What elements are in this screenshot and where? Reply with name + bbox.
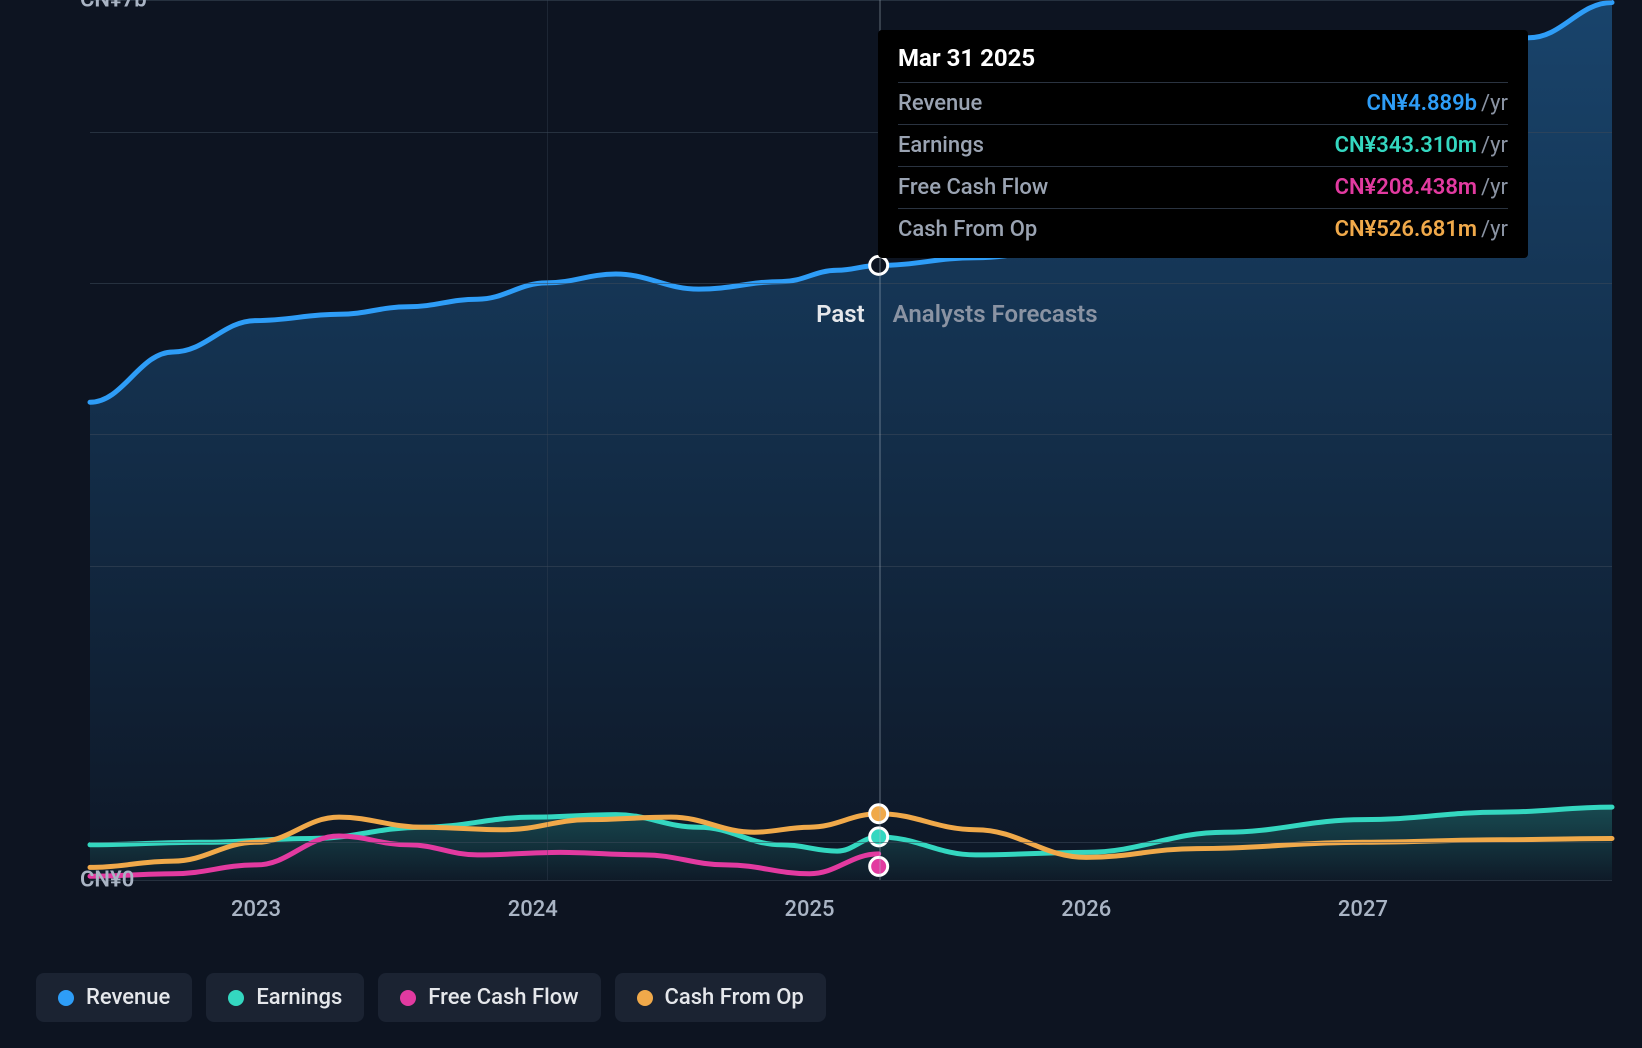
tooltip-value: CN¥208.438m	[1335, 175, 1477, 200]
gridline-h	[90, 880, 1612, 881]
tooltip-row: Revenue CN¥4.889b/yr	[898, 82, 1508, 124]
x-axis-label: 2023	[231, 897, 281, 922]
legend-dot-icon	[58, 990, 74, 1006]
tooltip-suffix: /yr	[1481, 91, 1508, 116]
x-axis-label: 2025	[784, 897, 834, 922]
legend-item-earnings[interactable]: Earnings	[206, 973, 364, 1022]
gridline-h	[90, 0, 1612, 1]
legend-item-cash-from-op[interactable]: Cash From Op	[615, 973, 826, 1022]
tooltip-row: Free Cash Flow CN¥208.438m/yr	[898, 166, 1508, 208]
label-past: Past	[90, 300, 879, 328]
label-forecast: Analysts Forecasts	[879, 300, 1098, 328]
tooltip-key: Cash From Op	[898, 217, 1037, 242]
legend: Revenue Earnings Free Cash Flow Cash From O…	[36, 973, 826, 1022]
legend-dot-icon	[400, 990, 416, 1006]
gridline-h	[90, 434, 1612, 435]
legend-label: Cash From Op	[665, 985, 804, 1010]
legend-label: Revenue	[86, 985, 170, 1010]
y-axis-label: CN¥0	[80, 868, 134, 893]
tooltip-suffix: /yr	[1481, 217, 1508, 242]
tooltip-key: Free Cash Flow	[898, 175, 1048, 200]
tooltip-value: CN¥343.310m	[1335, 133, 1477, 158]
tooltip-key: Revenue	[898, 91, 982, 116]
legend-dot-icon	[228, 990, 244, 1006]
legend-dot-icon	[637, 990, 653, 1006]
tooltip-row: Earnings CN¥343.310m/yr	[898, 124, 1508, 166]
x-axis-label: 2024	[508, 897, 558, 922]
tooltip-suffix: /yr	[1481, 133, 1508, 158]
legend-label: Earnings	[256, 985, 342, 1010]
tooltip-value: CN¥526.681m	[1335, 217, 1477, 242]
x-axis-label: 2027	[1338, 897, 1388, 922]
tooltip-key: Earnings	[898, 133, 984, 158]
tooltip-value: CN¥4.889b	[1366, 91, 1477, 116]
gridline-h	[90, 283, 1612, 284]
gridline-v	[547, 0, 548, 880]
gridline-h	[90, 566, 1612, 567]
x-axis-label: 2026	[1061, 897, 1111, 922]
legend-item-revenue[interactable]: Revenue	[36, 973, 192, 1022]
tooltip-date: Mar 31 2025	[898, 44, 1508, 82]
gridline-h	[90, 842, 1612, 843]
tooltip-row: Cash From Op CN¥526.681m/yr	[898, 208, 1508, 250]
y-axis-label: CN¥7b	[80, 0, 147, 13]
legend-item-free-cash-flow[interactable]: Free Cash Flow	[378, 973, 600, 1022]
hover-tooltip: Mar 31 2025 Revenue CN¥4.889b/yr Earnings C…	[878, 30, 1528, 258]
tooltip-suffix: /yr	[1481, 175, 1508, 200]
legend-label: Free Cash Flow	[428, 985, 578, 1010]
